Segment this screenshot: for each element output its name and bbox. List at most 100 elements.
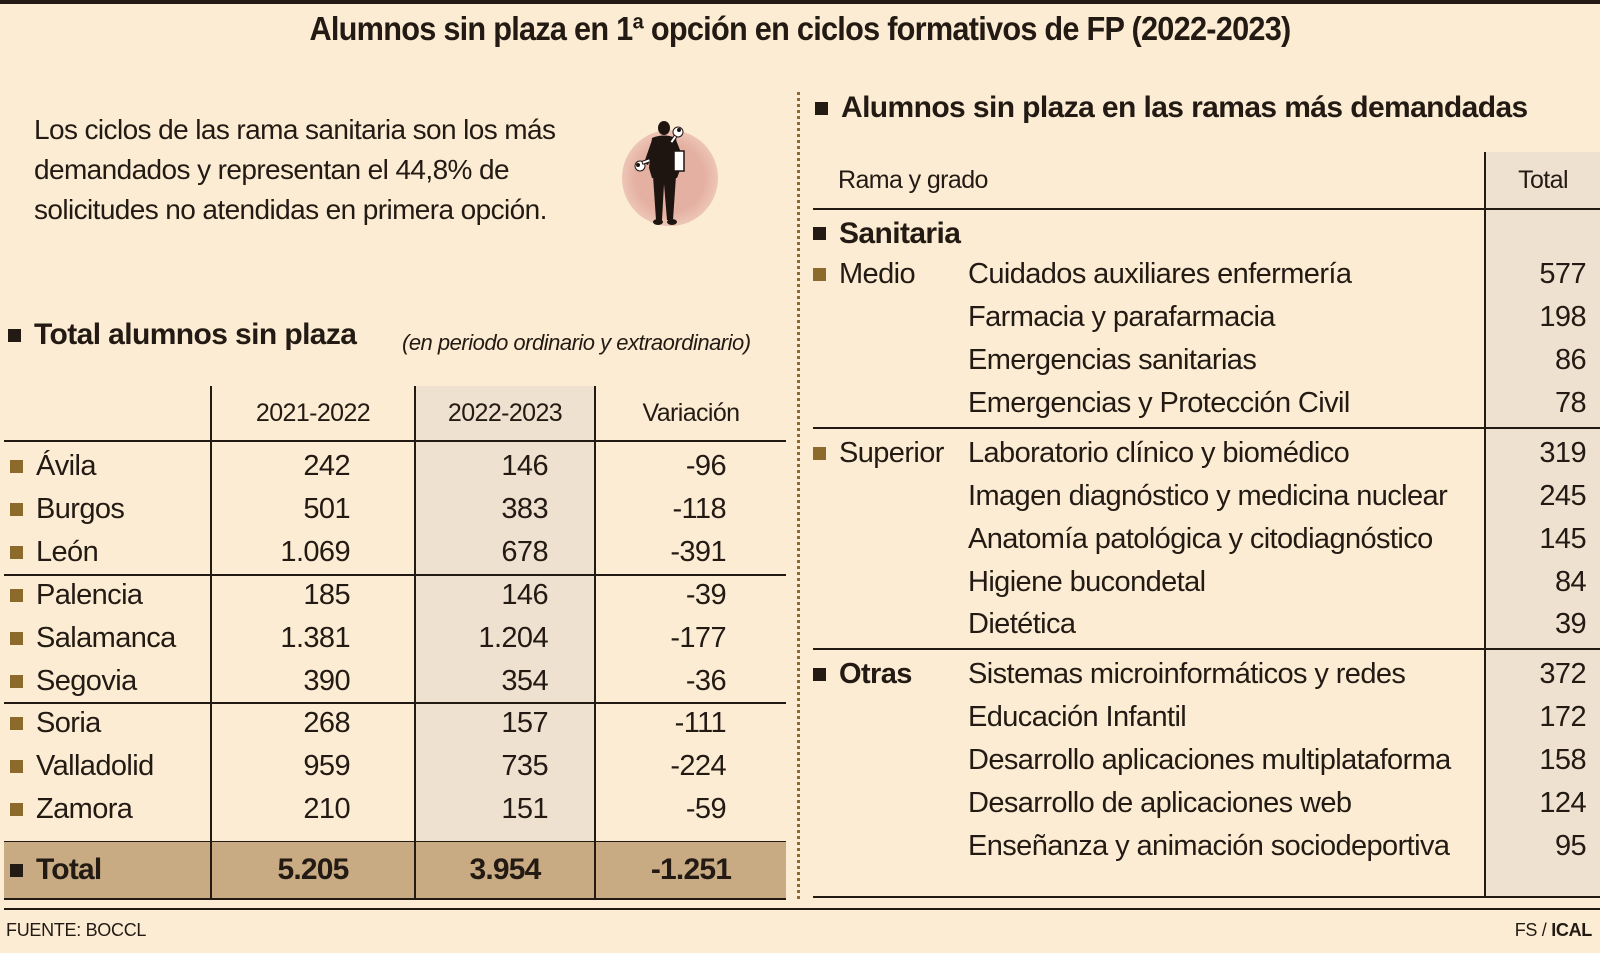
group-rule: [4, 702, 786, 704]
branch-table: Rama y grado Total Sanitaria Medio Cuida…: [813, 152, 1600, 900]
province-name: Ávila: [36, 450, 96, 482]
bullet-square-icon: [10, 546, 23, 559]
course-name: Cuidados auxiliares enfermería: [968, 258, 1352, 290]
value-variacion: -177: [670, 622, 726, 654]
shaded-column-2022-2023: [414, 386, 594, 842]
course-total: 245: [1539, 480, 1586, 512]
left-heading-note: (en periodo ordinario y extraordinario): [402, 330, 751, 355]
table-row: Emergencias y Protección Civil 78: [813, 382, 1600, 425]
column-divider: [210, 386, 212, 898]
column-header-2021-2022: 2021-2022: [255, 398, 371, 427]
table-row: Desarrollo de aplicaciones web 124: [813, 782, 1600, 825]
value-variacion: -391: [670, 536, 726, 568]
course-total: 39: [1554, 608, 1587, 640]
shaded-total-column: [1486, 152, 1600, 896]
table-row: Dietética 39: [813, 603, 1600, 646]
table-row: Palencia 185 146 -39: [4, 574, 786, 617]
agency-name: ICAL: [1551, 920, 1592, 940]
total-variacion: -1.251: [650, 853, 732, 886]
course-name: Higiene bucondetal: [968, 566, 1206, 598]
course-name: Sistemas microinformáticos y redes: [968, 658, 1406, 690]
value-variacion: -96: [685, 450, 727, 482]
province-name: Zamora: [36, 793, 133, 825]
value-2022-2023: 151: [501, 793, 548, 825]
course-total: 86: [1554, 344, 1587, 376]
table-bottom-rule: [813, 896, 1600, 898]
table-row: Salamanca 1.381 1.204 -177: [4, 617, 786, 660]
table-row: León 1.069 678 -391: [4, 531, 786, 574]
group-rule: [4, 574, 786, 576]
course-total: 319: [1539, 437, 1586, 469]
value-variacion: -36: [685, 665, 727, 697]
table-row: Soria 268 157 -111: [4, 702, 786, 745]
bullet-square-icon: [10, 675, 23, 688]
total-row: Total 5.205 3.954 -1.251: [4, 842, 786, 898]
branch-otras: Otras: [813, 653, 912, 696]
value-2022-2023: 157: [501, 707, 548, 739]
page-title: Alumnos sin plaza en 1ª opción en ciclos…: [309, 10, 1291, 47]
total-label: Total: [36, 853, 102, 886]
province-name: Salamanca: [36, 622, 176, 654]
bullet-square-icon: [10, 863, 23, 877]
credit-label: FS / ICAL: [1514, 920, 1593, 940]
bullet-square-icon: [10, 760, 23, 773]
table-row: Medio Cuidados auxiliares enfermería 577: [813, 253, 1600, 296]
value-2021-2022: 501: [303, 493, 350, 525]
course-total: 372: [1539, 658, 1586, 690]
course-name: Enseñanza y animación sociodeportiva: [968, 830, 1450, 862]
province-name: Burgos: [36, 493, 125, 525]
course-name: Desarrollo aplicaciones multiplataforma: [968, 744, 1451, 776]
value-variacion: -224: [670, 750, 726, 782]
course-total: 145: [1539, 523, 1586, 555]
table-bottom-rule: [4, 898, 786, 900]
branch-sanitaria: Sanitaria: [813, 212, 961, 255]
student-with-tools-icon: [622, 118, 722, 228]
course-name: Laboratorio clínico y biomédico: [968, 437, 1350, 469]
value-2022-2023: 146: [501, 450, 548, 482]
value-2022-2023: 735: [501, 750, 548, 782]
value-2022-2023: 354: [501, 665, 548, 697]
course-total: 158: [1539, 744, 1586, 776]
value-variacion: -39: [685, 579, 727, 611]
grade-superior: Superior: [813, 432, 944, 475]
province-name: Segovia: [36, 665, 137, 697]
table-row: Valladolid 959 735 -224: [4, 745, 786, 788]
value-2021-2022: 959: [303, 750, 350, 782]
table-row: Segovia 390 354 -36: [4, 660, 786, 703]
bullet-square-icon: [813, 227, 826, 240]
grade-medio: Medio: [813, 253, 916, 296]
table-row: Burgos 501 383 -118: [4, 488, 786, 531]
group-rule: [813, 648, 1600, 650]
province-table: 2021-2022 2022-2023 Variación Ávila 242 …: [4, 386, 786, 901]
bullet-square-icon: [8, 328, 21, 342]
bullet-square-icon: [813, 447, 826, 460]
column-divider: [594, 842, 596, 898]
table-row: Ávila 242 146 -96: [4, 445, 786, 488]
province-name: Valladolid: [36, 750, 154, 782]
right-heading-text: Alumnos sin plaza en las ramas más deman…: [841, 91, 1528, 124]
bullet-square-icon: [815, 101, 828, 115]
table-row: Desarrollo aplicaciones multiplataforma …: [813, 739, 1600, 782]
value-variacion: -118: [672, 493, 727, 525]
right-section-heading: Alumnos sin plaza en las ramas más deman…: [815, 91, 1528, 125]
value-2021-2022: 242: [303, 450, 350, 482]
left-heading-text: Total alumnos sin plaza: [34, 318, 357, 351]
value-2021-2022: 268: [303, 707, 350, 739]
left-section-heading: Total alumnos sin plaza: [8, 318, 357, 352]
value-variacion: -59: [685, 793, 727, 825]
course-name: Educación Infantil: [968, 701, 1187, 733]
intro-text: Los ciclos de las rama sanitaria son los…: [34, 114, 556, 225]
column-header-2022-2023: 2022-2023: [447, 398, 563, 427]
table-row: Zamora 210 151 -59: [4, 788, 786, 831]
value-2021-2022: 390: [303, 665, 350, 697]
column-header-rama-grado: Rama y grado: [838, 165, 988, 194]
top-rule: [0, 0, 1600, 4]
column-header-variacion: Variación: [642, 398, 741, 427]
column-header-total: Total: [1518, 165, 1568, 194]
silhouette-icon: [634, 121, 685, 225]
course-total: 198: [1539, 301, 1586, 333]
bullet-square-icon: [10, 717, 23, 730]
source-label: FUENTE: BOCCL: [6, 920, 147, 940]
value-2022-2023: 678: [501, 536, 548, 568]
course-total: 172: [1539, 701, 1586, 733]
